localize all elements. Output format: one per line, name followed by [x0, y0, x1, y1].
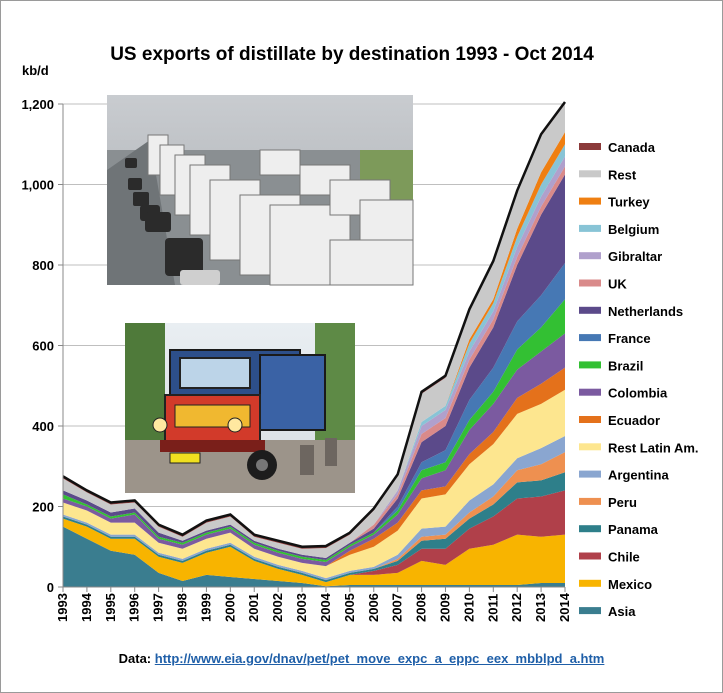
source-label: Data: — [118, 651, 152, 666]
legend-swatch-argentina — [579, 470, 601, 478]
x-tick-label: 2014 — [557, 592, 572, 622]
legend-label-uk: UK — [608, 277, 627, 292]
x-tick-label: 2006 — [366, 593, 381, 622]
x-tick-label: 1996 — [127, 593, 142, 622]
y-tick-label: 400 — [32, 419, 54, 434]
legend-label-netherlands: Netherlands — [608, 304, 683, 319]
area-brazil — [63, 299, 565, 563]
legend-swatch-turkey — [579, 197, 601, 205]
y-tick-label: 1,000 — [21, 178, 54, 193]
x-tick-label: 2009 — [437, 593, 452, 622]
legend-swatch-brazil — [579, 361, 601, 369]
x-tick-label: 1998 — [175, 593, 190, 622]
legend-label-ecuador: Ecuador — [608, 413, 660, 428]
area-panama — [63, 472, 565, 583]
legend-label-panama: Panama — [608, 522, 659, 537]
legend-label-colombia: Colombia — [608, 386, 668, 401]
area-argentina — [63, 436, 565, 581]
x-tick-label: 2010 — [461, 593, 476, 622]
legend-swatch-chile — [579, 552, 601, 560]
x-tick-label: 2011 — [485, 594, 500, 622]
legend-swatch-mexico — [579, 579, 601, 587]
legend-swatch-belgium — [579, 224, 601, 232]
x-tick-label: 2007 — [390, 593, 405, 622]
legend-label-belgium: Belgium — [608, 222, 659, 237]
legend-swatch-canada — [579, 143, 601, 150]
x-tick-label: 1997 — [151, 593, 166, 622]
x-tick-label: 2012 — [509, 593, 524, 622]
legend-swatch-asia — [579, 607, 601, 615]
x-tick-label: 2003 — [294, 593, 309, 622]
legend-swatch-uk — [579, 279, 601, 287]
x-tick-label: 2005 — [342, 593, 357, 622]
legend: Canada Rest Turkey Belgium Gibraltar UK Nether… — [579, 140, 699, 619]
x-tick-label: 2002 — [270, 593, 285, 622]
x-tick-label: 2004 — [318, 592, 333, 622]
x-tick-label: 1995 — [103, 593, 118, 622]
y-tick-labels: 0 200 400 600 800 1,000 1,200 — [21, 97, 54, 595]
legend-label-chile: Chile — [608, 550, 640, 565]
x-tick-label: 2013 — [533, 593, 548, 622]
area-france — [63, 262, 565, 561]
x-tick-labels: 1993 1994 1995 1996 1997 1998 1999 2000 2001 2002… — [55, 592, 572, 622]
y-tick-label: 1,200 — [21, 97, 54, 112]
chart-title: US exports of distillate by destination … — [110, 44, 594, 65]
legend-label-turkey: Turkey — [608, 195, 650, 210]
x-tick-label: 2001 — [246, 593, 261, 622]
area-rest — [63, 104, 565, 559]
truck-traffic-photo — [107, 95, 414, 286]
legend-label-rest-latin-am: Rest Latin Am. — [608, 440, 699, 455]
source-link[interactable]: http://www.eia.gov/dnav/pet/pet_move_exp… — [154, 651, 605, 666]
area-canada — [63, 101, 565, 549]
legend-swatch-gibraltar — [579, 252, 601, 260]
legend-swatch-colombia — [579, 388, 601, 396]
legend-label-peru: Peru — [608, 495, 637, 510]
x-tick-label: 2000 — [222, 593, 237, 622]
legend-label-mexico: Mexico — [608, 577, 652, 592]
legend-swatch-rest-latin-am — [579, 443, 601, 451]
legend-swatch-rest — [579, 170, 601, 178]
x-tick-label: 2008 — [414, 593, 429, 622]
y-axis-label: kb/d — [22, 63, 49, 78]
x-tick-label: 1999 — [198, 593, 213, 622]
axes — [58, 103, 566, 592]
y-tick-label: 600 — [32, 339, 54, 354]
y-tick-label: 0 — [47, 580, 54, 595]
area-chile — [63, 490, 565, 583]
area-colombia — [63, 333, 565, 567]
legend-swatch-peru — [579, 497, 601, 505]
legend-swatch-panama — [579, 525, 601, 533]
y-tick-label: 200 — [32, 500, 54, 515]
x-tick-label: 1994 — [79, 592, 94, 622]
legend-label-gibraltar: Gibraltar — [608, 249, 662, 264]
legend-label-canada: Canada — [608, 140, 656, 155]
source-note: Data: http://www.eia.gov/dnav/pet/pet_mo… — [0, 651, 723, 666]
legend-swatch-netherlands — [579, 306, 601, 314]
total-line — [62, 101, 567, 549]
area-rest-latin-am — [63, 389, 565, 579]
y-tick-label: 800 — [32, 258, 54, 273]
legend-label-brazil: Brazil — [608, 358, 643, 373]
legend-label-asia: Asia — [608, 604, 636, 619]
legend-swatch-ecuador — [579, 416, 601, 423]
painted-bus-photo — [125, 323, 355, 493]
stacked-areas — [62, 101, 567, 587]
legend-swatch-france — [579, 334, 601, 342]
area-ecuador — [63, 367, 565, 567]
area-mexico — [63, 518, 565, 587]
x-tick-label: 1993 — [55, 593, 70, 622]
legend-label-rest: Rest — [608, 167, 637, 182]
legend-label-argentina: Argentina — [608, 468, 669, 483]
area-asia — [63, 526, 565, 587]
legend-label-france: France — [608, 331, 651, 346]
